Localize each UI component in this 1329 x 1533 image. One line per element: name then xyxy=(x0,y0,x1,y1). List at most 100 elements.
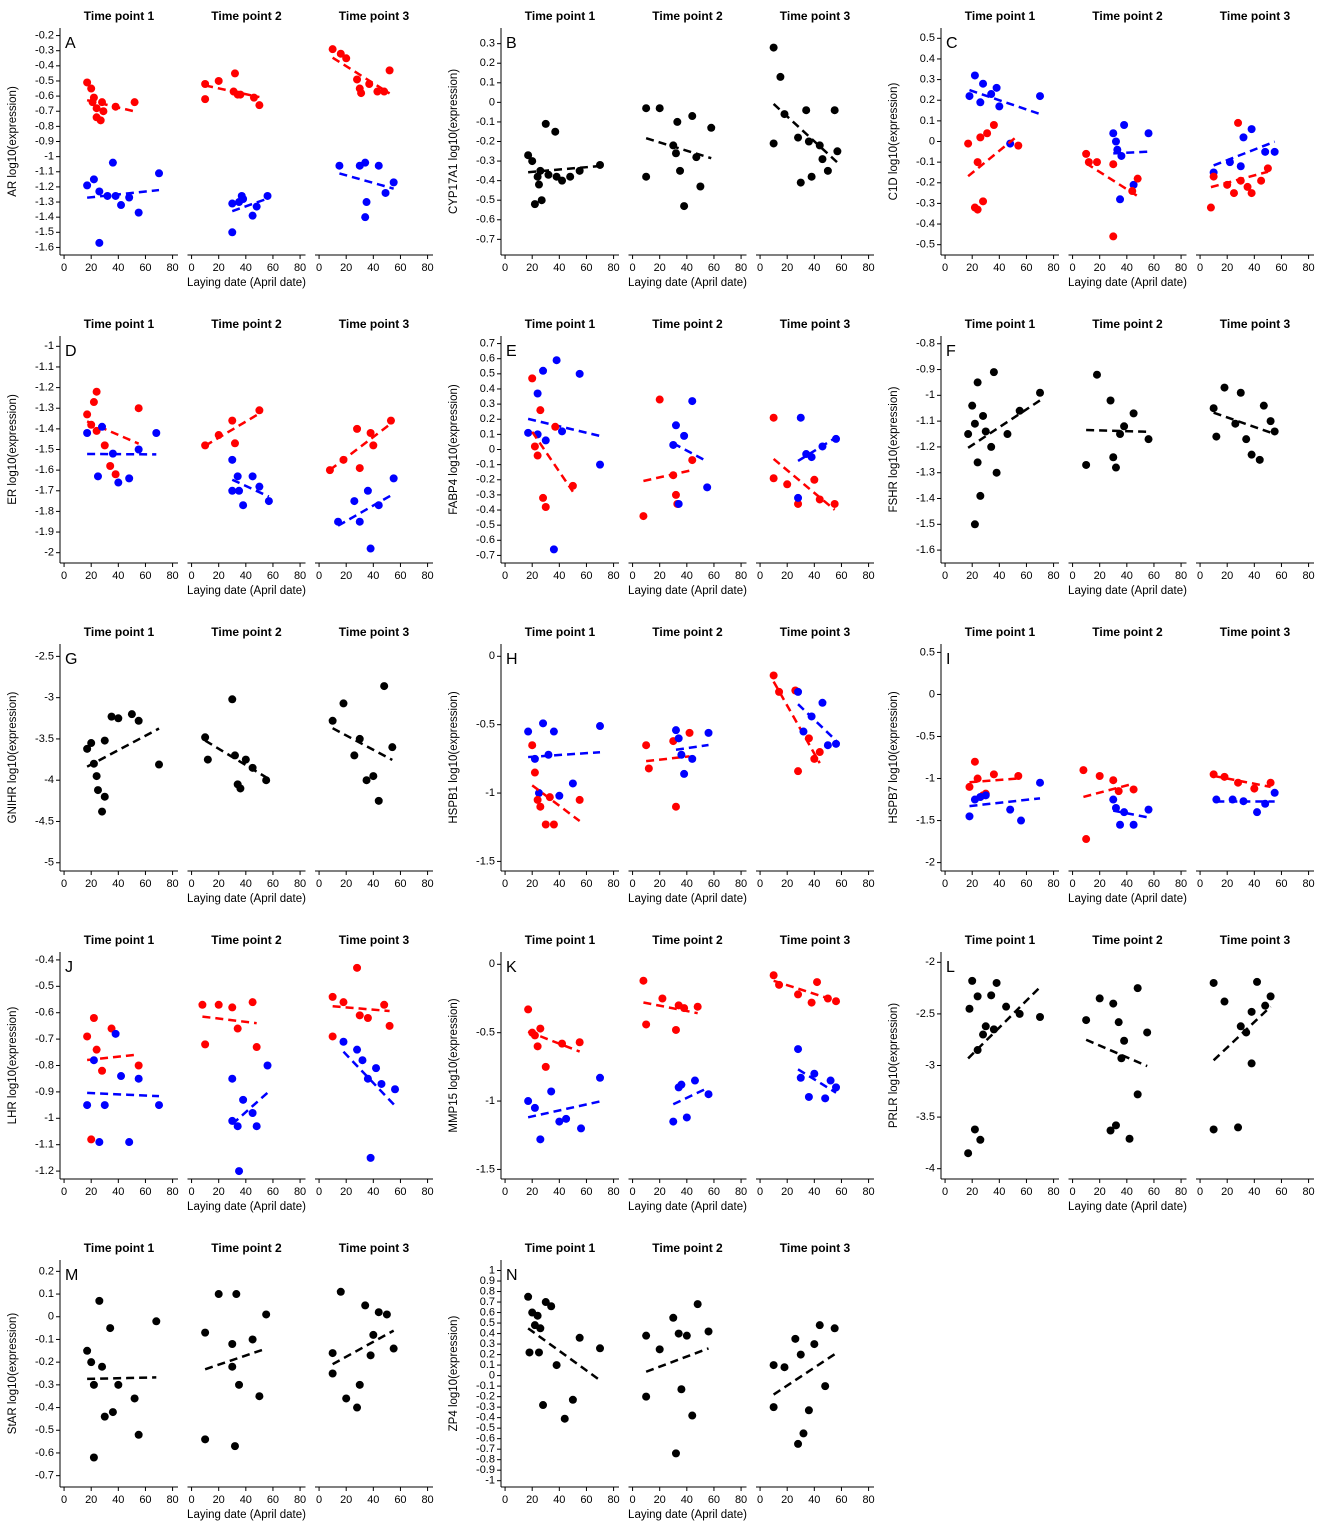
point xyxy=(539,1401,547,1409)
point xyxy=(680,770,688,778)
y-tick-label: -1 xyxy=(44,340,54,352)
point xyxy=(672,726,680,734)
point xyxy=(1239,133,1247,141)
y-tick-label: -0.2 xyxy=(916,177,935,189)
point xyxy=(1128,187,1136,195)
point xyxy=(805,734,813,742)
point xyxy=(832,740,840,748)
point xyxy=(329,993,337,1001)
point xyxy=(1079,766,1087,774)
y-tick-label: 0.6 xyxy=(480,353,495,365)
x-tick-label: 0 xyxy=(316,1186,322,1198)
point xyxy=(642,173,650,181)
panel-label: N xyxy=(506,1267,518,1284)
y-tick-label: -0.5 xyxy=(476,194,495,206)
x-tick-label: 0 xyxy=(942,878,948,890)
point xyxy=(1210,770,1218,778)
point xyxy=(361,213,369,221)
point xyxy=(90,1381,98,1389)
trend-line xyxy=(528,752,600,757)
y-tick-label: -1.6 xyxy=(35,241,54,253)
y-axis-label: C1D log10(expression) xyxy=(888,83,900,201)
y-tick-label: 0.3 xyxy=(480,398,495,410)
y-tick-label: -0.1 xyxy=(476,459,495,471)
point xyxy=(1242,435,1250,443)
point xyxy=(542,436,550,444)
x-tick-label: 60 xyxy=(267,262,279,274)
point xyxy=(228,456,236,464)
x-tick-label: 0 xyxy=(189,1186,195,1198)
trend-line xyxy=(798,438,836,461)
point xyxy=(680,202,688,210)
point xyxy=(1248,451,1256,459)
point xyxy=(101,793,109,801)
y-tick-label: -0.3 xyxy=(476,489,495,501)
point xyxy=(979,412,987,420)
x-tick-label: 0 xyxy=(316,570,322,582)
point xyxy=(90,398,98,406)
y-tick-label: 0.1 xyxy=(480,428,495,440)
x-tick-label: 0 xyxy=(630,570,636,582)
point xyxy=(964,1149,972,1157)
point xyxy=(990,121,998,129)
point xyxy=(1036,779,1044,787)
point xyxy=(688,112,696,120)
point xyxy=(135,209,143,217)
point xyxy=(524,429,532,437)
point xyxy=(677,1385,685,1393)
point xyxy=(1271,789,1279,797)
point xyxy=(1109,453,1117,461)
point xyxy=(1230,189,1238,197)
y-tick-label: -0.5 xyxy=(35,980,54,992)
x-tick-label: 60 xyxy=(1148,570,1160,582)
point xyxy=(264,1062,272,1070)
point xyxy=(1120,808,1128,816)
y-tick-label: -1.1 xyxy=(916,415,935,427)
y-tick-label: -0.7 xyxy=(35,1470,54,1482)
x-tick-label: 20 xyxy=(85,1494,97,1506)
point xyxy=(536,1025,544,1033)
point xyxy=(531,1031,539,1039)
point xyxy=(1229,796,1237,804)
point xyxy=(805,1406,813,1414)
point xyxy=(1271,427,1279,435)
y-tick-label: -0.9 xyxy=(916,363,935,375)
x-tick-label: 40 xyxy=(240,1186,252,1198)
point xyxy=(1082,835,1090,843)
point xyxy=(990,1025,998,1033)
x-tick-label: 80 xyxy=(735,1186,747,1198)
point xyxy=(976,492,984,500)
x-tick-label: 20 xyxy=(966,262,978,274)
x-tick-label: 0 xyxy=(942,570,948,582)
point xyxy=(1117,152,1125,160)
x-tick-label: 0 xyxy=(757,1494,763,1506)
x-tick-label: 60 xyxy=(580,1186,592,1198)
x-tick-label: 0 xyxy=(757,262,763,274)
point xyxy=(821,1094,829,1102)
x-axis-label: Laying date (April date) xyxy=(187,1509,306,1521)
point xyxy=(569,482,577,490)
point xyxy=(816,748,824,756)
point xyxy=(235,1167,243,1175)
point xyxy=(968,977,976,985)
point xyxy=(95,1138,103,1146)
point xyxy=(558,177,566,185)
point xyxy=(536,1324,544,1332)
panel-label: L xyxy=(946,959,955,976)
point xyxy=(98,98,106,106)
point xyxy=(675,1330,683,1338)
point xyxy=(971,1125,979,1133)
y-axis-label: ER log10(expression) xyxy=(7,394,19,505)
point xyxy=(87,1358,95,1366)
point xyxy=(639,977,647,985)
y-tick-label: -3 xyxy=(925,1059,935,1071)
x-tick-label: 0 xyxy=(61,262,67,274)
point xyxy=(576,1334,584,1342)
point xyxy=(542,821,550,829)
point xyxy=(337,1288,345,1296)
y-tick-label: -0.4 xyxy=(35,954,54,966)
x-tick-label: 20 xyxy=(966,878,978,890)
point xyxy=(816,495,824,503)
point xyxy=(326,466,334,474)
x-tick-label: 60 xyxy=(580,878,592,890)
